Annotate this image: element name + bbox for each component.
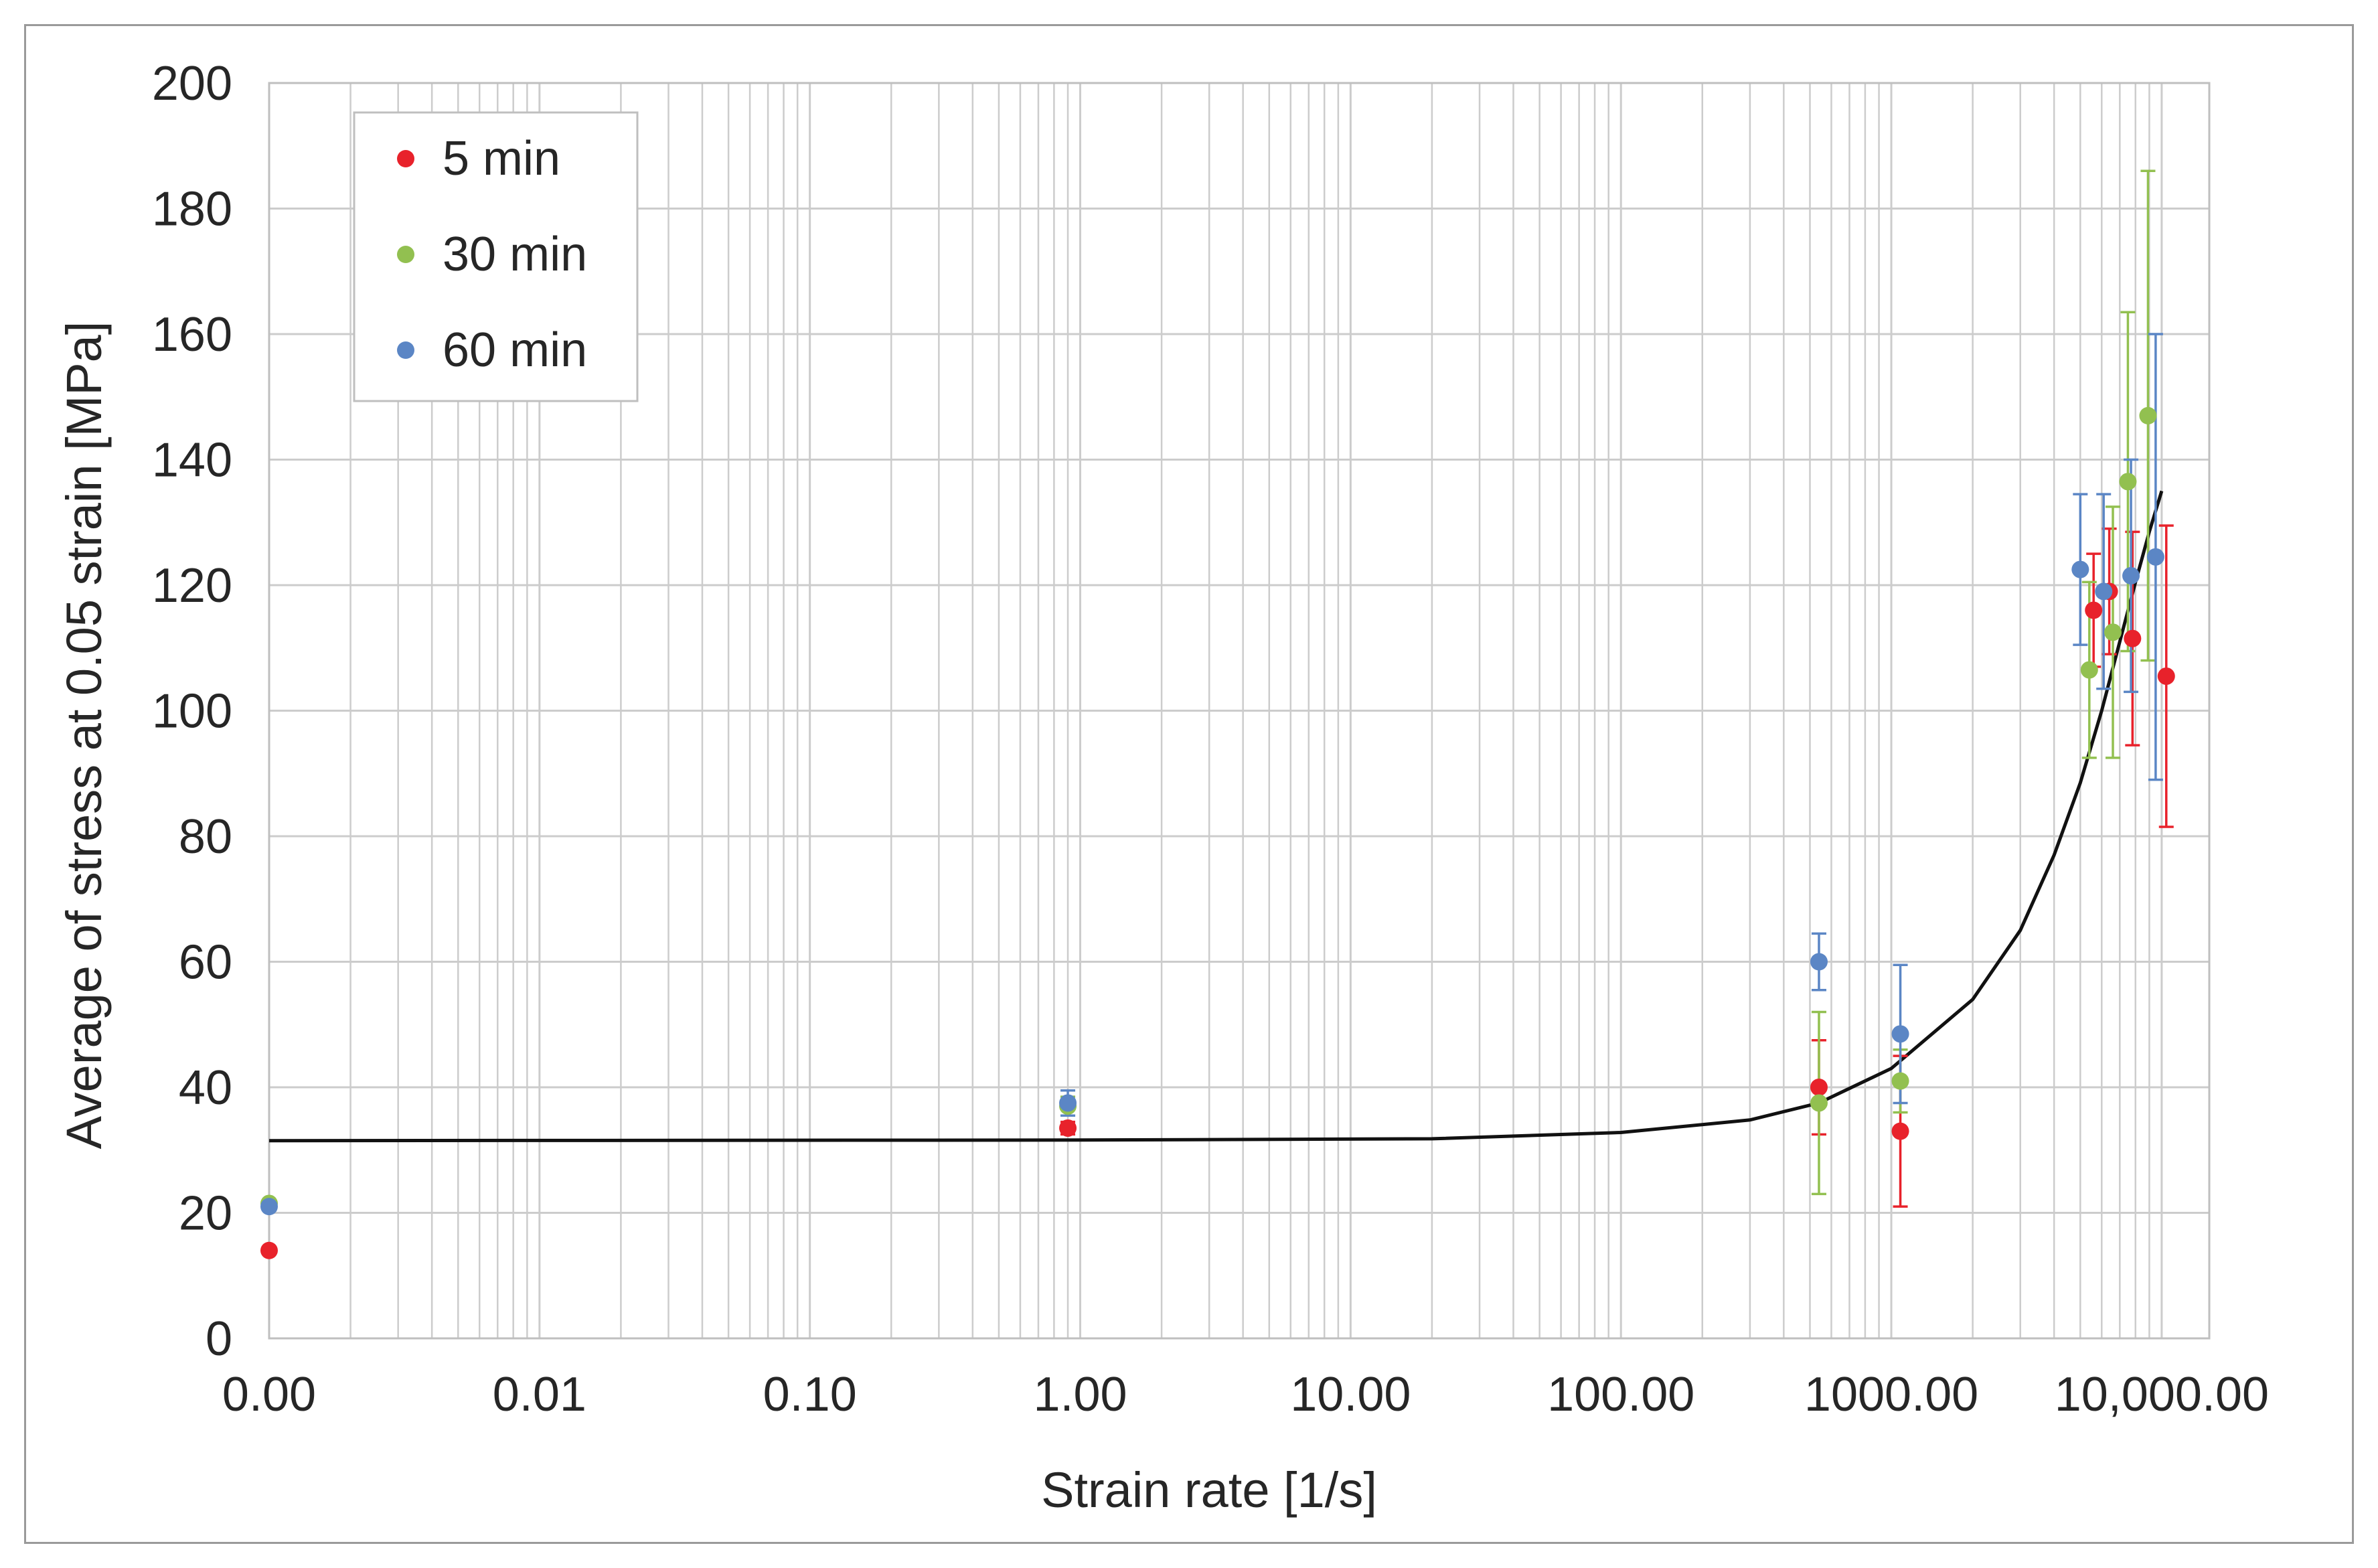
plot-border xyxy=(268,82,2211,1340)
y-tick-labels: 0 20 40 60 80 100 120 140 160 180 200 xyxy=(152,57,232,1366)
y-tick-label: 20 xyxy=(179,1187,232,1241)
data-point-30-min xyxy=(2139,406,2157,424)
data-point-5-min xyxy=(2124,629,2142,647)
error-bar-layer xyxy=(1060,169,2174,1208)
legend-label-30-min: 30 min xyxy=(443,228,587,281)
data-point-60-min xyxy=(1810,953,1828,971)
x-tick-label: 0.10 xyxy=(763,1368,857,1421)
data-point-60-min xyxy=(2146,548,2164,566)
fit-curve xyxy=(268,490,2164,1143)
data-point-5-min xyxy=(260,1241,278,1259)
x-tick-label: 10,000.00 xyxy=(2055,1368,2269,1421)
y-tick-label: 80 xyxy=(179,810,232,864)
x-axis-label: Strain rate [1/s] xyxy=(1041,1462,1377,1518)
y-tick-label: 140 xyxy=(152,434,232,487)
y-axis-label: Average of stress at 0.05 strain [MPa] xyxy=(56,321,112,1150)
data-point-60-min xyxy=(2071,560,2089,578)
data-point-60-min xyxy=(1059,1094,1077,1112)
x-tick-labels: 0.00 0.01 0.10 1.00 10.00 100.00 1000.00 10,000… xyxy=(222,1368,2269,1421)
chart-svg: 0 20 40 60 80 100 120 140 160 180 200 0.00 0.01 0.10… xyxy=(56,57,2269,1518)
fit-curve-layer xyxy=(268,490,2164,1143)
legend-marker-5-min xyxy=(397,150,414,167)
x-tick-label: 0.00 xyxy=(222,1368,316,1421)
x-tick-label: 0.01 xyxy=(493,1368,586,1421)
data-point-5-min xyxy=(2157,667,2175,685)
legend-label-60-min: 60 min xyxy=(443,323,587,377)
y-tick-label: 40 xyxy=(179,1061,232,1115)
data-point-30-min xyxy=(1891,1072,1909,1090)
x-tick-label: 1.00 xyxy=(1033,1368,1127,1421)
y-tick-label: 160 xyxy=(152,308,232,362)
legend: 5 min 30 min 60 min xyxy=(353,111,639,402)
legend-marker-60-min xyxy=(397,341,414,359)
data-point-5-min xyxy=(1810,1079,1828,1096)
x-tick-label: 1000.00 xyxy=(1804,1368,1978,1421)
x-tick-label: 100.00 xyxy=(1547,1368,1694,1421)
data-point-60-min xyxy=(2122,566,2140,584)
chart-frame: 0 20 40 60 80 100 120 140 160 180 200 0.00 0.01 0.10… xyxy=(24,24,2354,1544)
data-point-60-min xyxy=(260,1198,278,1216)
point-layer xyxy=(260,406,2175,1259)
x-tick-label: 10.00 xyxy=(1290,1368,1411,1421)
data-point-60-min xyxy=(2095,582,2113,601)
y-tick-label: 100 xyxy=(152,685,232,738)
y-tick-label: 60 xyxy=(179,936,232,990)
data-point-5-min xyxy=(1059,1119,1077,1137)
y-tick-label: 200 xyxy=(152,57,232,110)
data-point-5-min xyxy=(1891,1122,1909,1140)
data-point-30-min xyxy=(2080,661,2098,679)
data-point-5-min xyxy=(2085,601,2103,619)
legend-marker-30-min xyxy=(397,246,414,263)
y-tick-label: 0 xyxy=(206,1312,232,1366)
data-point-60-min xyxy=(1891,1025,1909,1043)
data-point-30-min xyxy=(2104,623,2122,641)
data-point-30-min xyxy=(2119,473,2137,491)
y-tick-label: 120 xyxy=(152,559,232,613)
y-tick-label: 180 xyxy=(152,183,232,236)
data-point-30-min xyxy=(1810,1094,1828,1112)
legend-label-5-min: 5 min xyxy=(443,132,560,185)
